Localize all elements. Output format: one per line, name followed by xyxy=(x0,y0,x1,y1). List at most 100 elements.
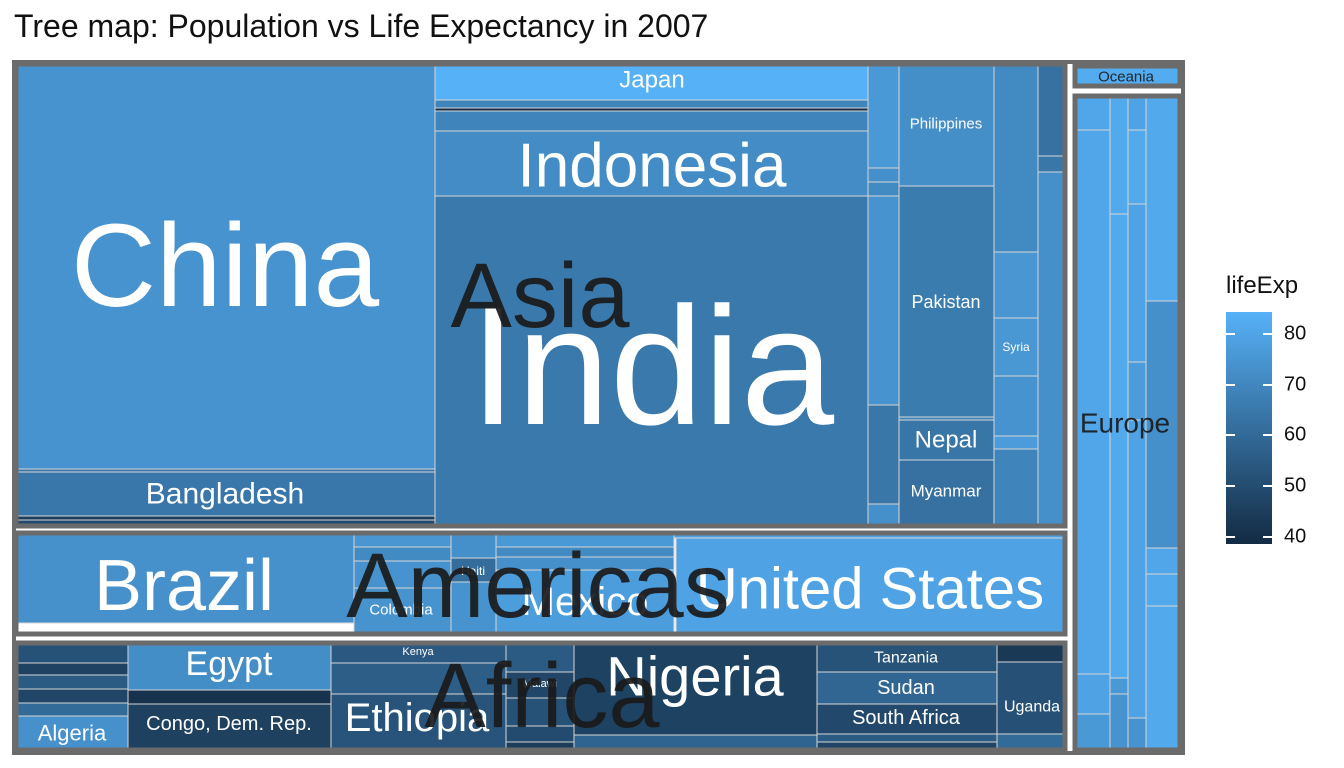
tile xyxy=(1127,203,1147,363)
tile xyxy=(434,99,869,109)
tile xyxy=(1037,171,1066,527)
tile xyxy=(816,733,998,743)
legend-tick-mark xyxy=(1226,536,1235,538)
chart-title: Tree map: Population vs Life Expectancy … xyxy=(14,8,709,44)
tile xyxy=(675,537,1066,635)
tile xyxy=(573,642,818,736)
tile xyxy=(434,195,869,527)
tile-label-sudan: Sudan xyxy=(877,677,935,699)
tile xyxy=(495,569,675,635)
plot-border xyxy=(12,60,1185,755)
tile xyxy=(867,503,900,527)
tile xyxy=(898,459,995,527)
tile-label-bangladesh: Bangladesh xyxy=(146,478,304,511)
tile xyxy=(1037,63,1066,157)
tile xyxy=(816,703,998,735)
tile xyxy=(505,642,575,673)
group-label-europe: Europe xyxy=(1080,408,1170,439)
tile xyxy=(15,702,129,717)
tile xyxy=(450,532,497,559)
tile xyxy=(15,515,436,521)
tile xyxy=(15,674,129,690)
tile xyxy=(1127,129,1147,205)
tile-label-congo-dem-rep: Congo, Dem. Rep. xyxy=(146,713,312,735)
tile xyxy=(993,435,1039,450)
tile xyxy=(1145,300,1181,549)
legend-tick-mark xyxy=(1263,333,1272,335)
tile xyxy=(15,642,129,664)
tile-label-indonesia: Indonesia xyxy=(518,132,787,201)
legend-tick-label: 60 xyxy=(1284,423,1307,446)
legend-title: lifeExp xyxy=(1226,272,1299,299)
tile xyxy=(898,185,995,418)
tile xyxy=(816,671,998,705)
chart-legend: lifeExp 80 70 60 50 40 xyxy=(1226,272,1336,562)
tile xyxy=(1127,95,1147,131)
tile-label-nepal: Nepal xyxy=(915,427,978,454)
tile xyxy=(1074,673,1111,715)
legend-tick-label: 70 xyxy=(1284,373,1307,396)
legend-tick-mark xyxy=(1263,485,1272,487)
legend-tick-mark xyxy=(1226,485,1235,487)
legend-tick-label: 50 xyxy=(1284,474,1307,497)
tile xyxy=(898,63,995,187)
legend-tick-mark xyxy=(1226,333,1235,335)
tile xyxy=(127,689,332,705)
tile-label-algeria: Algeria xyxy=(38,721,107,746)
tile xyxy=(505,671,575,699)
legend-tick-mark xyxy=(1226,434,1235,436)
tile xyxy=(1074,95,1111,131)
tile-label-india: India xyxy=(470,272,835,460)
tile xyxy=(15,532,355,624)
legend-colorbar xyxy=(1226,312,1272,544)
tile xyxy=(1074,713,1111,751)
tile xyxy=(1074,129,1111,675)
tile xyxy=(450,557,497,583)
tile-label-nigeria: Nigeria xyxy=(606,645,784,708)
tile xyxy=(1145,605,1181,751)
tile-label-china: China xyxy=(71,200,380,332)
tile xyxy=(127,703,332,751)
tile xyxy=(1109,693,1129,751)
tile-label-united-states: United States xyxy=(696,557,1044,622)
tile xyxy=(353,587,452,635)
group-label-africa: Africa xyxy=(424,645,660,747)
tile xyxy=(1145,95,1181,302)
tile xyxy=(1109,213,1129,679)
tile xyxy=(816,642,998,673)
tile-label-egypt: Egypt xyxy=(186,645,273,683)
tile xyxy=(15,662,129,676)
group-label-americas: Americas xyxy=(346,535,729,637)
tile xyxy=(127,642,332,691)
tile xyxy=(996,642,1066,663)
tile-label-pakistan: Pakistan xyxy=(911,292,980,312)
legend-tick-mark xyxy=(1263,384,1272,386)
tile xyxy=(867,167,900,183)
tile xyxy=(996,661,1066,735)
tile-label-haiti: Haiti xyxy=(461,564,485,578)
group-border xyxy=(1072,93,1183,753)
tile xyxy=(993,448,1039,527)
tile xyxy=(15,471,436,517)
tile xyxy=(434,110,869,132)
tile-label-mexico: Mexico xyxy=(522,580,649,624)
tile xyxy=(867,63,900,169)
tile-label-colombia: Colombia xyxy=(369,602,433,619)
tile-label-syria: Syria xyxy=(1002,340,1030,354)
tile-label-brazil: Brazil xyxy=(94,546,274,626)
tile xyxy=(1127,717,1147,751)
legend-tick-label: 80 xyxy=(1284,322,1307,345)
tile xyxy=(867,404,900,505)
tile-label-kenya: Kenya xyxy=(402,646,434,658)
tile xyxy=(434,130,869,197)
tile xyxy=(867,195,900,406)
legend-tick-mark xyxy=(1263,536,1272,538)
tile-label-japan: Japan xyxy=(619,67,684,94)
tile-label-malawi: Malawi xyxy=(523,678,557,690)
tile xyxy=(1109,677,1129,695)
tile xyxy=(1145,573,1181,607)
tile xyxy=(15,63,436,470)
tile xyxy=(867,181,900,197)
tile xyxy=(1127,419,1147,719)
